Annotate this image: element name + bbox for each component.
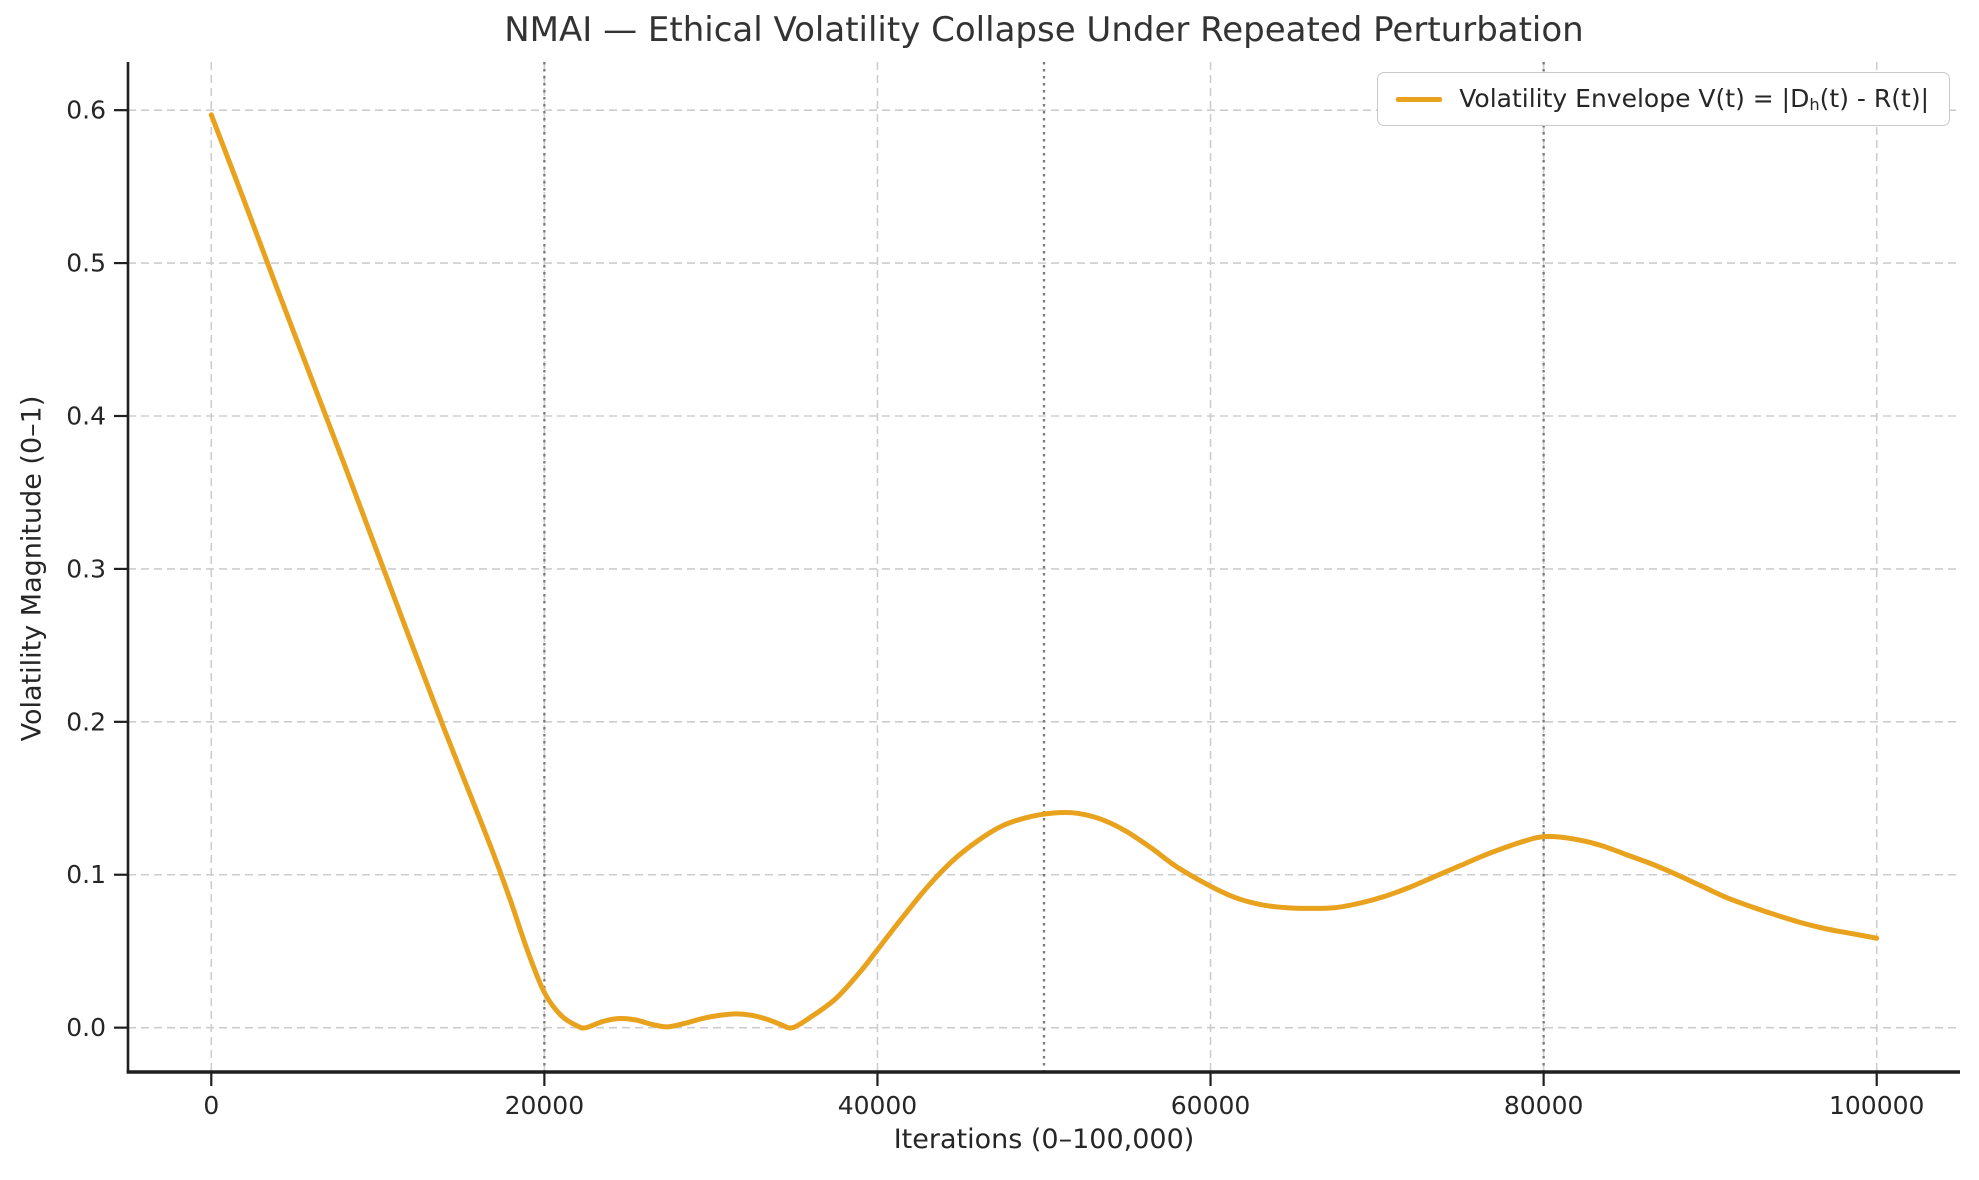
y-tick-label: 0.1 (66, 860, 106, 889)
x-tick-label: 20000 (505, 1091, 585, 1120)
legend-label-post: (t) - R(t)| (1819, 84, 1929, 114)
y-tick-label: 0.6 (66, 96, 106, 125)
x-tick-label: 60000 (1171, 1091, 1251, 1120)
y-tick-label: 0.0 (66, 1013, 106, 1042)
legend: Volatility Envelope V(t) = |Dh(t) - R(t)… (1377, 72, 1950, 126)
x-tick-label: 0 (203, 1091, 219, 1120)
y-tick-label: 0.2 (66, 707, 106, 736)
x-tick-label: 40000 (838, 1091, 918, 1120)
chart-title: NMAI — Ethical Volatility Collapse Under… (504, 10, 1584, 50)
x-axis-label: Iterations (0–100,000) (893, 1124, 1195, 1155)
legend-label-sub: h (1809, 94, 1820, 114)
y-tick-label: 0.5 (66, 249, 106, 278)
y-axis-label: Volatility Magnitude (0–1) (16, 395, 48, 742)
legend-label: Volatility Envelope V(t) = |Dh(t) - R(t)… (1459, 84, 1929, 114)
legend-line-swatch (1396, 96, 1443, 102)
legend-label-pre: Volatility Envelope V(t) = |D (1459, 84, 1810, 114)
volatility-envelope-line (208, 112, 1880, 1031)
x-tick-label: 100000 (1829, 1091, 1924, 1120)
y-tick-label: 0.4 (66, 401, 106, 430)
y-tick-label: 0.3 (66, 554, 106, 583)
x-tick-label: 80000 (1504, 1091, 1584, 1120)
